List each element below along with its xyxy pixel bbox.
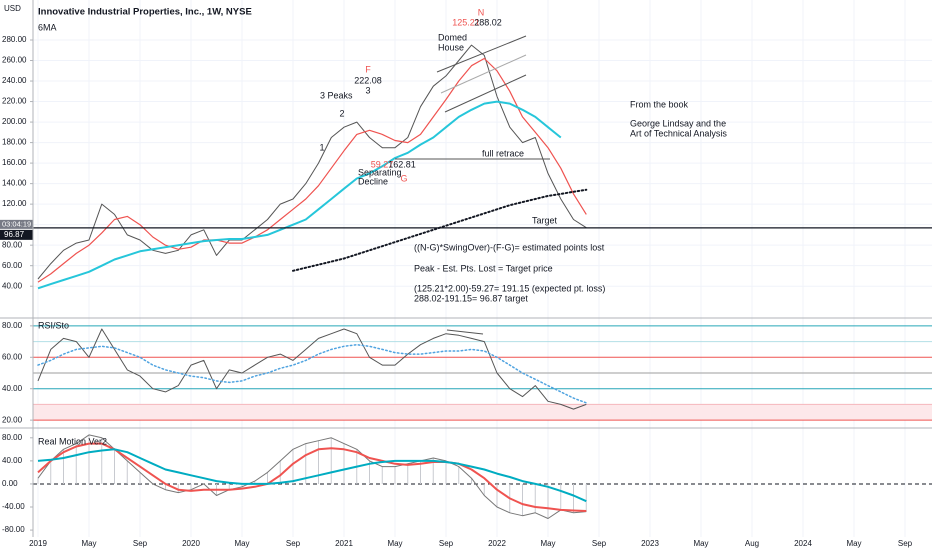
y-tick-label: 160.00 — [2, 158, 27, 167]
annotation: House — [438, 42, 464, 52]
x-tick-label: 2019 — [29, 539, 47, 548]
x-tick-label: 2023 — [641, 539, 659, 548]
x-tick-label: 2024 — [794, 539, 812, 548]
x-tick-label: May — [234, 539, 249, 548]
annotation: 59.27 — [371, 159, 394, 169]
x-tick-label: Sep — [133, 539, 148, 548]
annotation: 288.02 — [474, 17, 502, 27]
x-tick-label: 2022 — [488, 539, 506, 548]
y-tick-label: 40.00 — [2, 456, 23, 465]
price-box — [0, 229, 33, 240]
x-tick-label: May — [81, 539, 96, 548]
series-line — [37, 448, 587, 503]
y-tick-label: 60.00 — [2, 261, 23, 270]
annotation: Domed — [438, 32, 467, 42]
channel-line — [444, 74, 527, 113]
pane-title: RSI/Sto — [38, 320, 69, 330]
series-line — [37, 100, 562, 290]
x-tick-label: May — [387, 539, 402, 548]
x-tick-label: May — [846, 539, 861, 548]
y-tick-label: 140.00 — [2, 179, 27, 188]
annotation: From the book — [630, 99, 689, 109]
annotation: Separating — [358, 167, 402, 177]
annotation: George Lindsay and the — [630, 118, 726, 128]
annotation: 1 — [319, 142, 324, 152]
y-tick-label: 180.00 — [2, 138, 27, 147]
annotation: Decline — [358, 176, 388, 186]
series-line — [37, 328, 587, 410]
annotation: 288.02-191.15= 96.87 target — [414, 293, 528, 303]
symbol-title: Innovative Industrial Properties, Inc., … — [38, 7, 252, 18]
annotation: full retrace — [482, 148, 524, 158]
x-tick-label: May — [693, 539, 708, 548]
x-tick-label: Sep — [898, 539, 913, 548]
y-tick-label: -40.00 — [2, 502, 25, 511]
series-line — [37, 434, 587, 519]
annotation: N — [478, 7, 485, 17]
level-band — [33, 404, 932, 421]
annotation: Art of Technical Analysis — [630, 128, 727, 138]
y-tick-label: 220.00 — [2, 97, 27, 106]
countdown-label: 03:04:19 — [2, 219, 31, 228]
x-tick-label: May — [540, 539, 555, 548]
drawings — [395, 35, 550, 335]
y-tick-label: 40.00 — [2, 281, 23, 290]
y-tick-label: 80.00 — [2, 433, 23, 442]
price-label: 96.87 — [4, 230, 25, 239]
pane-title: Real Motion Ver2 — [38, 436, 107, 446]
annotation: 125.21 — [452, 17, 480, 27]
channel-line — [440, 54, 527, 94]
annotation: 3 — [365, 85, 370, 95]
y-tick-label: 0.00 — [2, 479, 18, 488]
series-line — [37, 343, 588, 404]
annotation: Peak - Est. Pts. Lost = Target price — [414, 263, 553, 273]
y-tick-label: 40.00 — [2, 384, 23, 393]
x-tick-label: Sep — [592, 539, 607, 548]
channel-line — [436, 35, 527, 73]
y-tick-label: 200.00 — [2, 117, 27, 126]
y-axis-label: USD — [4, 4, 21, 13]
annotation: 3 Peaks — [320, 90, 353, 100]
x-tick-label: 2020 — [182, 539, 200, 548]
y-tick-label: 80.00 — [2, 240, 23, 249]
y-tick-label: 60.00 — [2, 352, 23, 361]
series-line — [37, 442, 587, 512]
x-tick-label: Sep — [439, 539, 454, 548]
x-tick-label: Sep — [286, 539, 301, 548]
y-tick-label: 240.00 — [2, 76, 27, 85]
annotation: Target — [532, 215, 558, 225]
y-tick-label: 20.00 — [2, 415, 23, 424]
annotation: G — [400, 173, 407, 183]
y-tick-label: -80.00 — [2, 525, 25, 534]
indicator-title: 6MA — [38, 22, 57, 32]
annotation: F — [365, 64, 371, 74]
annotation: 2 — [339, 108, 344, 118]
annotation: (125.21*2.00)-59.27= 191.15 (expected pt… — [414, 283, 605, 293]
y-tick-label: 260.00 — [2, 56, 27, 65]
annotation: ((N-G)*SwingOver)-(F-G)= estimated point… — [414, 242, 605, 252]
y-tick-label: 120.00 — [2, 199, 27, 208]
countdown-box — [0, 219, 33, 229]
x-tick-label: Aug — [745, 539, 759, 548]
y-tick-label: 280.00 — [2, 35, 27, 44]
rsi-trend-line — [446, 329, 484, 335]
y-tick-label: 80.00 — [2, 321, 23, 330]
annotation: 222.08 — [354, 75, 382, 85]
x-tick-label: 2021 — [335, 539, 353, 548]
annotation: 162.81 — [388, 159, 416, 169]
